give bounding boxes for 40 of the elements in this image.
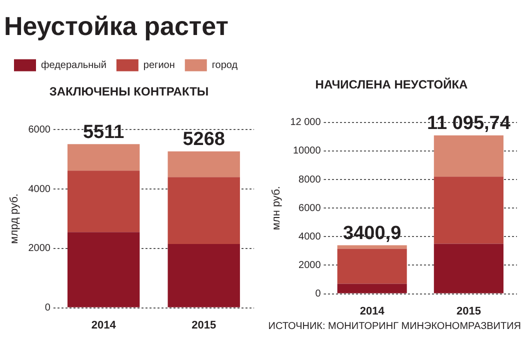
total-label: 5268 [182, 129, 225, 150]
bar [168, 151, 240, 178]
y-axis-title: млн руб. [270, 186, 283, 230]
y-tick-label: 2000 [298, 260, 322, 271]
bar [67, 170, 140, 232]
legend-label: город [212, 60, 238, 71]
legend-label: федеральный [41, 60, 106, 71]
bar [168, 244, 240, 308]
total-label: 5511 [82, 122, 125, 143]
legend-label: регион [143, 60, 175, 71]
chart-subtitle: ЗАКЛЮЧЕНЫ КОНТРАКТЫ [49, 84, 209, 99]
x-tick-label: 2015 [456, 305, 481, 318]
y-tick-label: 10000 [292, 146, 322, 157]
y-tick-label: 6000 [298, 202, 322, 214]
bar [67, 232, 140, 308]
bar [168, 177, 240, 244]
y-tick-label: 4000 [28, 184, 51, 195]
total-label: 11 095,74 [426, 113, 511, 134]
x-tick-label: 2015 [192, 319, 216, 332]
x-tick-label: 2014 [91, 319, 117, 332]
y-tick-label: 8000 [298, 174, 322, 186]
y-tick-label: 12 000 [290, 117, 322, 128]
x-tick-label: 2014 [360, 305, 386, 318]
text: ИСТОЧНИК: МОНИТОРИНГ МИНЭКОНОМРАЗВИТИЯ [268, 320, 521, 332]
total-label: 3400,9 [343, 222, 402, 244]
y-tick-label: 4000 [298, 231, 322, 242]
y-axis-title: млрд руб. [8, 194, 21, 244]
bar [337, 248, 407, 284]
y-tick-label: 0 [44, 302, 51, 314]
y-tick-label: 0 [315, 288, 322, 300]
bar [337, 245, 407, 249]
bar [434, 135, 504, 177]
bar [337, 284, 407, 294]
y-tick-label: 6000 [28, 124, 51, 136]
bar [434, 176, 504, 244]
chart-title: Неустойка растет [4, 10, 229, 41]
bar [434, 244, 504, 294]
y-tick-label: 2000 [28, 243, 51, 254]
chart-title: НАЧИСЛЕНА НЕУСТОЙКА [315, 78, 468, 92]
bar [67, 144, 140, 171]
